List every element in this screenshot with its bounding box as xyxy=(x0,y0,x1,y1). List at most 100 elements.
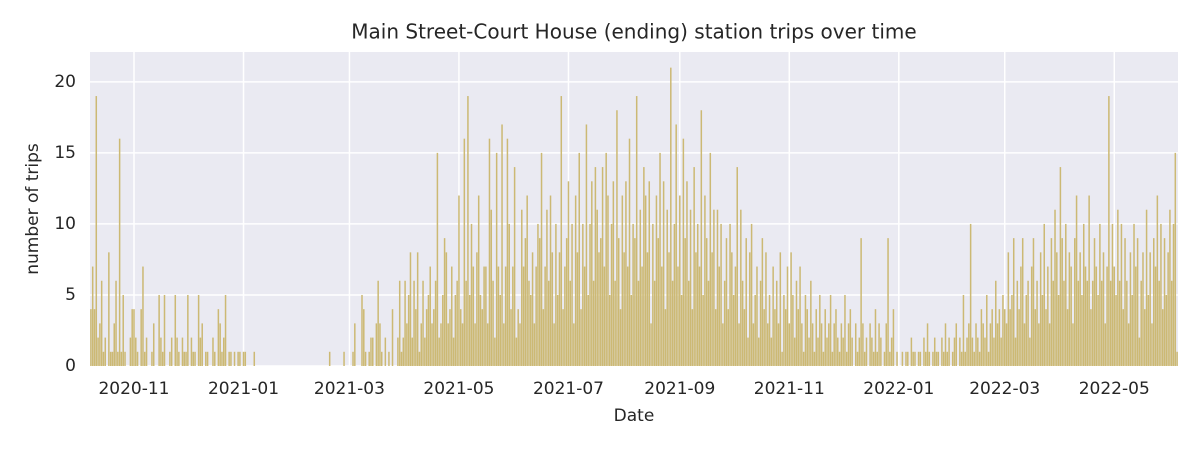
bar xyxy=(1072,323,1074,366)
bar xyxy=(1077,280,1080,366)
bar xyxy=(768,294,771,366)
bar xyxy=(1111,223,1114,366)
bar xyxy=(659,152,661,366)
bar xyxy=(104,337,107,366)
bar xyxy=(1021,238,1024,366)
bar xyxy=(565,238,568,366)
bar xyxy=(747,337,749,366)
bar xyxy=(447,323,449,366)
bar xyxy=(1136,238,1139,366)
bar xyxy=(504,266,507,366)
bar xyxy=(361,294,363,366)
bar xyxy=(630,294,633,366)
bar xyxy=(1045,309,1047,366)
bar xyxy=(777,323,780,366)
bar xyxy=(688,280,690,366)
bar xyxy=(486,323,489,366)
bar xyxy=(596,209,598,366)
bar xyxy=(738,323,740,366)
bar xyxy=(1056,252,1058,366)
bar xyxy=(691,309,694,366)
bar xyxy=(364,351,367,366)
bar xyxy=(942,351,945,366)
bar xyxy=(501,124,503,366)
bar xyxy=(1091,280,1094,366)
bar xyxy=(567,181,570,366)
x-tick-label: 2022-05 xyxy=(1079,379,1150,399)
bar xyxy=(987,351,990,366)
bar xyxy=(194,351,196,366)
bar xyxy=(680,294,683,366)
bar xyxy=(1176,351,1178,366)
bar xyxy=(555,223,557,366)
bar xyxy=(1079,252,1081,366)
bar xyxy=(923,337,925,366)
bar xyxy=(1120,223,1123,366)
bar xyxy=(592,280,595,366)
bar xyxy=(140,309,142,366)
bar xyxy=(652,223,654,366)
bar xyxy=(802,351,805,366)
bar xyxy=(102,351,105,366)
bar xyxy=(1170,280,1173,366)
bar xyxy=(1165,294,1168,366)
bar xyxy=(806,309,809,366)
bar xyxy=(1050,238,1053,366)
bar xyxy=(582,223,584,366)
bar xyxy=(1158,280,1160,366)
bar xyxy=(411,337,414,366)
bar xyxy=(684,238,686,366)
bar xyxy=(427,294,430,366)
bar xyxy=(352,351,354,366)
bar xyxy=(1036,280,1038,366)
bar xyxy=(1102,252,1105,366)
bar xyxy=(181,337,184,366)
bar xyxy=(97,337,99,366)
bar xyxy=(1074,238,1076,366)
bar xyxy=(799,266,801,366)
bar xyxy=(587,294,589,366)
bar xyxy=(515,337,518,366)
bar xyxy=(754,294,756,366)
bar xyxy=(1014,337,1017,366)
bar xyxy=(413,280,415,366)
bar xyxy=(217,309,220,366)
bar xyxy=(623,252,625,366)
bar xyxy=(959,337,961,366)
bar xyxy=(756,266,758,366)
bar xyxy=(400,351,403,366)
bar xyxy=(933,337,936,366)
bar xyxy=(199,337,202,366)
bar xyxy=(1172,223,1175,366)
bar xyxy=(93,309,96,366)
bar xyxy=(219,323,221,366)
bar xyxy=(666,209,668,366)
bar xyxy=(99,323,101,366)
bar xyxy=(767,323,769,366)
bar xyxy=(524,238,527,366)
bar xyxy=(111,351,114,366)
bar xyxy=(1126,280,1128,366)
bar xyxy=(698,266,701,366)
bar xyxy=(815,309,817,366)
bar xyxy=(212,337,214,366)
bar xyxy=(528,280,530,366)
bar xyxy=(797,309,800,366)
bar xyxy=(452,337,455,366)
bar xyxy=(831,351,834,366)
x-tick-label: 2021-09 xyxy=(644,379,715,399)
bar xyxy=(644,195,647,366)
bar xyxy=(1059,167,1062,366)
bar xyxy=(583,266,586,366)
bar xyxy=(375,323,378,366)
bar xyxy=(786,266,789,366)
bar xyxy=(792,294,794,366)
bar xyxy=(560,96,563,366)
bar xyxy=(758,337,760,366)
bar xyxy=(725,238,728,366)
bar xyxy=(876,351,879,366)
bar xyxy=(675,124,677,366)
bar xyxy=(442,294,444,366)
bar xyxy=(1048,323,1051,366)
bar xyxy=(919,351,922,366)
